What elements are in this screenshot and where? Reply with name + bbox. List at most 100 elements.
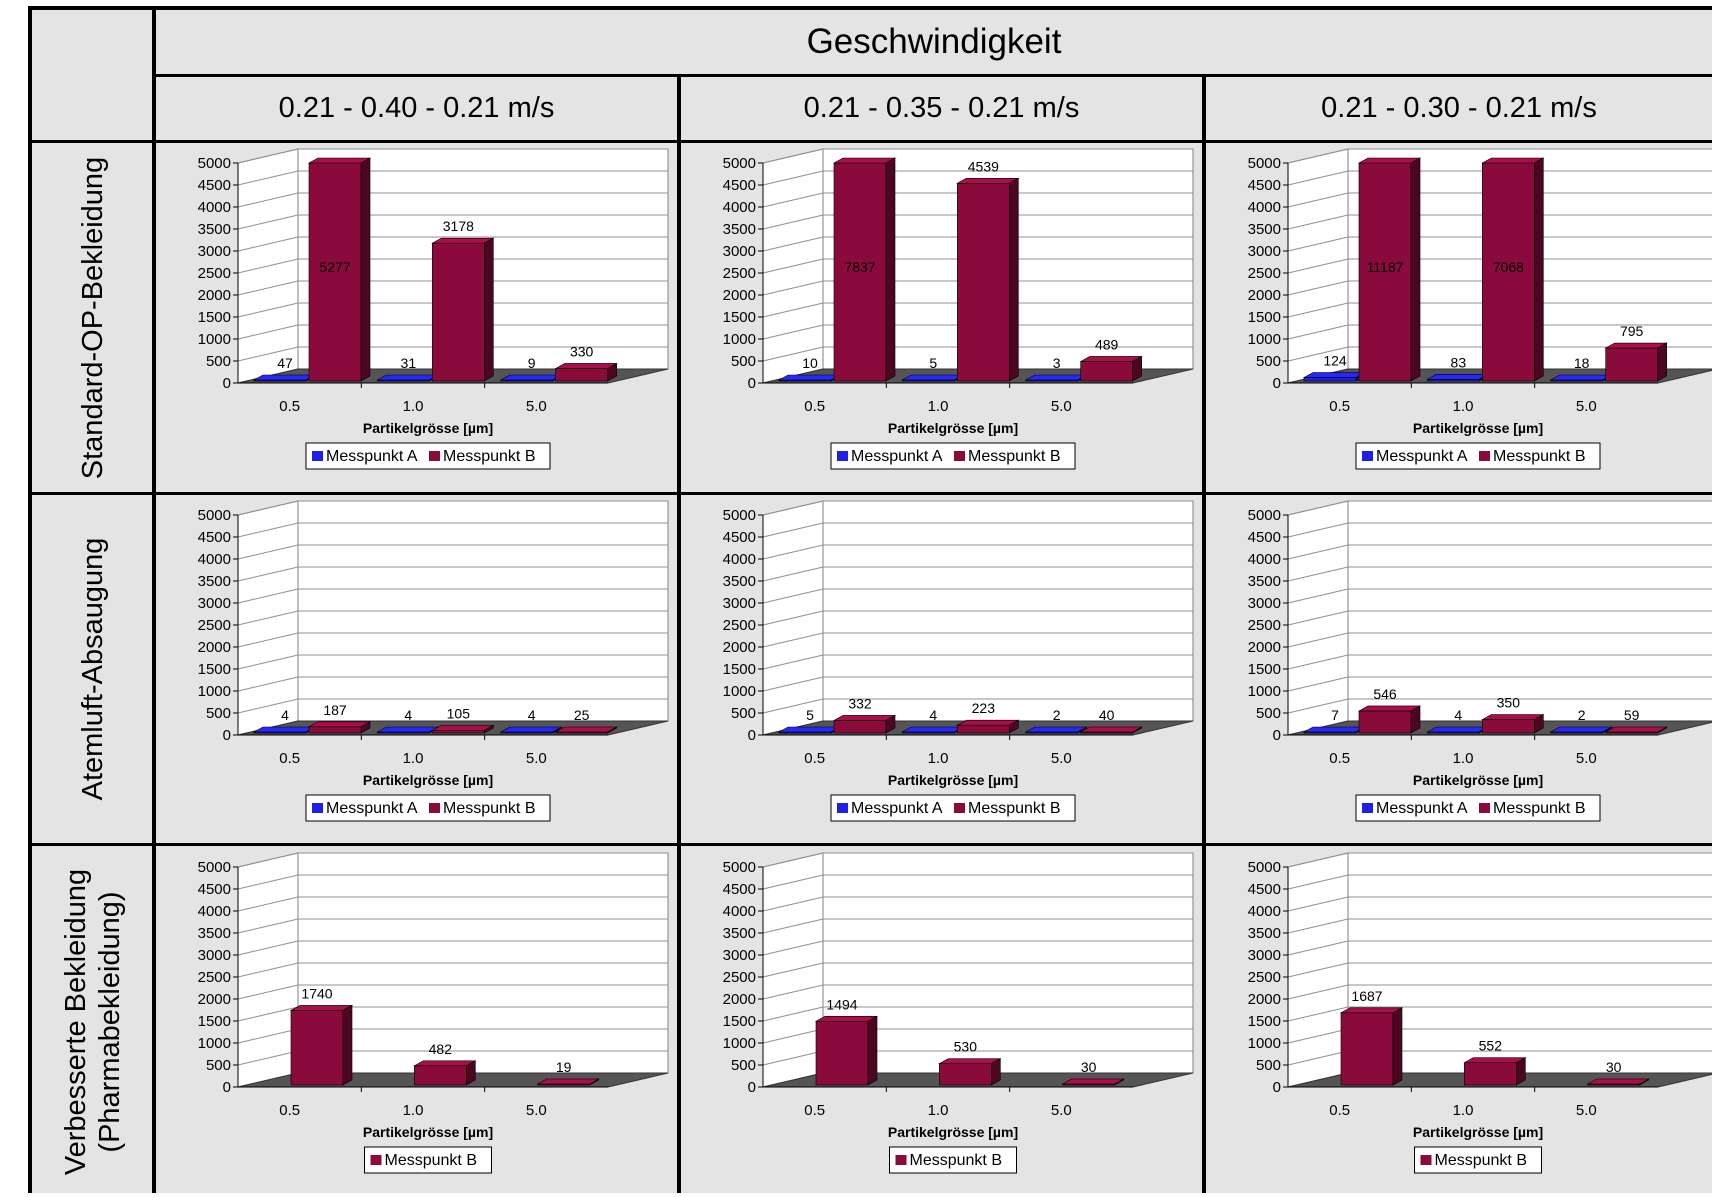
gridline: [762, 258, 1193, 274]
gridline: [1287, 852, 1712, 868]
gridline: [237, 192, 668, 208]
bar-top-face: [1481, 157, 1545, 164]
legend-label: Messpunkt A: [1376, 448, 1468, 465]
y-tick-label: 1000: [198, 1035, 231, 1052]
data-label: 4: [528, 707, 536, 723]
bar-messpunkt-b: [957, 182, 1010, 382]
y-tick-label: 2000: [723, 991, 756, 1008]
bar-top-face: [1426, 374, 1490, 380]
bar-top-face: [413, 1060, 477, 1067]
bar-top-face: [376, 374, 440, 381]
gridline: [237, 654, 668, 670]
gridline: [237, 852, 668, 868]
legend-label: Messpunkt B: [385, 1152, 477, 1169]
y-tick-label: 1500: [198, 1013, 231, 1030]
row-label-line: (Pharmabekleidung): [94, 891, 126, 1153]
y-tick-label: 1000: [723, 1035, 756, 1052]
y-tick-label: 2500: [723, 265, 756, 282]
y-tick-label: 0: [1273, 375, 1281, 392]
y-tick-label: 5000: [198, 507, 231, 524]
gridline: [1287, 1006, 1712, 1022]
bar-top-face: [1024, 374, 1088, 381]
x-tick-label: 5.0: [526, 398, 547, 415]
bar-messpunkt-b: [833, 720, 887, 734]
gridline: [1287, 544, 1712, 560]
bar-top-face: [252, 374, 317, 381]
bar-top-face: [289, 1005, 354, 1011]
data-label: 2: [1053, 707, 1061, 723]
bar-top-face: [832, 157, 897, 164]
y-tick-label: 2500: [198, 969, 231, 986]
bar-side-face: [1534, 157, 1544, 382]
bar-side-face: [1132, 726, 1142, 734]
bar-top-face: [1549, 374, 1613, 381]
row-label-line: Verbesserte Bekleidung: [60, 868, 92, 1176]
bar-top-face: [1586, 1078, 1650, 1085]
y-tick-label: 3000: [1248, 947, 1281, 964]
gridline: [1287, 940, 1712, 956]
x-tick-label: 1.0: [928, 1102, 949, 1119]
bar-top-face: [252, 726, 317, 733]
bar-messpunkt-b: [1482, 719, 1535, 734]
gridline: [762, 896, 1193, 912]
legend-swatch: [1479, 803, 1490, 813]
gridline: [237, 170, 668, 186]
legend-swatch: [1362, 451, 1373, 461]
y-tick-label: 3500: [198, 573, 231, 590]
gridline: [762, 610, 1193, 626]
y-tick-label: 3500: [723, 925, 756, 942]
legend-label: Messpunkt B: [968, 448, 1060, 465]
y-tick-label: 3000: [198, 595, 231, 612]
legend-label: Messpunkt B: [910, 1152, 1002, 1169]
legend-swatch: [837, 803, 848, 813]
gridline: [762, 940, 1193, 956]
x-tick-label: 5.0: [1576, 1102, 1597, 1119]
bar-messpunkt-b: [555, 368, 608, 382]
gridline: [762, 698, 1193, 714]
data-label: 31: [401, 355, 417, 371]
data-label: 5: [929, 355, 937, 371]
y-tick-label: 1000: [723, 683, 756, 700]
bar-top-face: [1357, 157, 1422, 164]
row-label-line: Standard-OP-Bekleidung: [77, 156, 109, 480]
bar-top-face: [1024, 726, 1088, 733]
bar-chart-2-2: 0 500 1000 1500 2000 2500 3000 3500 4000 4500 5000…: [723, 500, 1194, 822]
x-axis-title: Partikelgrösse [µm]: [363, 420, 493, 436]
legend-box: [1414, 1146, 1542, 1174]
bar-side-face: [1410, 157, 1421, 382]
y-tick-label: 1000: [198, 331, 231, 348]
y-tick-label: 4000: [1248, 551, 1281, 568]
gridline: [762, 236, 1193, 252]
bar-chart-1-3: 0 500 1000 1500 2000 2500 3000 3500 4000 4500 5000…: [1248, 148, 1712, 470]
bar-side-face: [1009, 719, 1019, 734]
y-tick-label: 5000: [723, 859, 756, 876]
bar-top-face: [1604, 342, 1668, 349]
y-tick-label: 0: [748, 727, 756, 744]
y-tick-label: 5000: [723, 155, 756, 172]
y-tick-label: 1000: [723, 331, 756, 348]
y-tick-label: 3500: [723, 573, 756, 590]
bar-messpunkt-b: [1080, 361, 1133, 382]
y-tick-label: 4500: [723, 177, 756, 194]
y-tick-label: 1000: [1248, 331, 1281, 348]
x-axis-title: Partikelgrösse [µm]: [1413, 772, 1543, 788]
gridline: [1287, 676, 1712, 692]
data-label: 489: [1095, 336, 1119, 352]
x-axis-title: Partikelgrösse [µm]: [888, 772, 1018, 788]
y-tick-label: 0: [748, 1079, 756, 1096]
gridline: [1287, 192, 1712, 208]
bar-top-face: [1604, 726, 1668, 733]
row-label-line: Atemluft-Absaugung: [77, 537, 109, 801]
y-tick-label: 500: [731, 705, 756, 722]
y-tick-label: 4500: [723, 529, 756, 546]
row-label-standard: Standard-OP-Bekleidung: [58, 143, 128, 493]
gridline: [762, 632, 1193, 648]
gridline: [1287, 236, 1712, 252]
y-tick-label: 5000: [1248, 507, 1281, 524]
gridline: [237, 918, 668, 934]
y-tick-label: 4500: [1248, 529, 1281, 546]
bar-chart-3-3: 0 500 1000 1500 2000 2500 3000 3500 4000 4500 5000…: [1248, 852, 1712, 1174]
data-label: 795: [1620, 323, 1644, 339]
grid-line-under-title: [152, 74, 1712, 77]
gridline: [1287, 280, 1712, 296]
